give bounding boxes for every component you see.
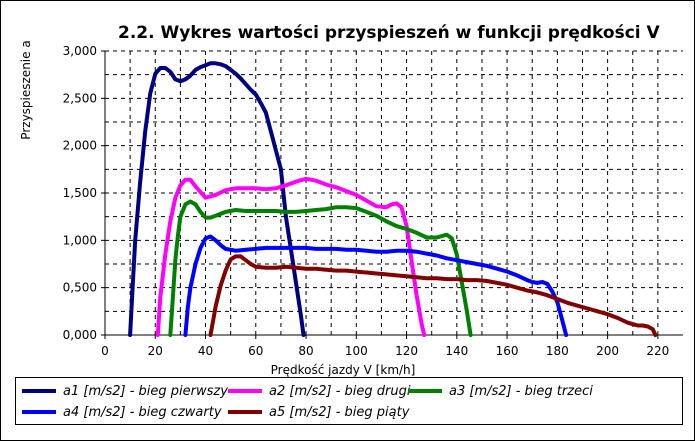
series-line-a5 [208,254,658,337]
y-tick-label: 2,000 [63,139,97,153]
legend-swatch-a3 [408,389,442,393]
y-tick-label: 1,000 [63,233,97,247]
series-line-a3 [168,199,473,337]
legend-swatch-a2 [228,389,262,393]
legend-item-a5: a5 [m/s2] - bieg piąty [228,403,409,421]
legend-swatch-a1 [22,389,56,393]
x-tick-label: 180 [546,344,569,358]
x-tick-label: 120 [395,344,418,358]
plot-area: 0 20 40 60 80 100 120 140 160 180 200 220 0,000 0,500… [63,44,683,358]
legend-item-a3: a3 [m/s2] - bieg trzeci [408,382,593,400]
x-tick-label: 40 [198,344,213,358]
legend-label-a3: a3 [m/s2] - bieg trzeci [449,383,593,399]
legend-label-a4: a4 [m/s2] - bieg czwarty [63,404,222,420]
series-line-a1 [128,61,306,337]
x-tick-label: 80 [298,344,313,358]
x-tick-label: 160 [496,344,519,358]
y-tick-label: 3,000 [63,44,97,58]
y-tick-label: 1,500 [63,186,97,200]
y-tick-label: 0,000 [63,328,97,342]
legend-label-a1: a1 [m/s2] - bieg pierwszy [63,383,228,399]
legend-item-a2: a2 [m/s2] - bieg drugi [228,382,411,400]
legend: a1 [m/s2] - bieg pierwszy a2 [m/s2] - bi… [15,377,683,425]
x-tick-label: 60 [248,344,263,358]
y-tick-label: 0,500 [63,281,97,295]
y-tick-label: 2,500 [63,91,97,105]
x-tick-label: 220 [646,344,669,358]
x-tick-label: 200 [596,344,619,358]
legend-swatch-a4 [22,410,56,414]
legend-swatch-a5 [228,410,262,414]
legend-label-a5: a5 [m/s2] - bieg piąty [269,404,410,420]
x-tick-label: 0 [101,344,109,358]
x-axis-title: Prędkość jazdy V [km/h] [271,363,416,377]
y-axis-title: Przyspieszenie a [19,40,33,139]
legend-label-a2: a2 [m/s2] - bieg drugi [269,383,411,399]
legend-item-a4: a4 [m/s2] - bieg czwarty [22,403,222,421]
x-tick-label: 20 [148,344,163,358]
x-tick-label: 140 [445,344,468,358]
series-line-a2 [155,176,427,337]
series-line-a4 [183,234,569,337]
x-tick-label: 100 [345,344,368,358]
chart-title: 2.2. Wykres wartości przyspieszeń w funk… [118,23,661,43]
legend-item-a1: a1 [m/s2] - bieg pierwszy [22,382,228,400]
